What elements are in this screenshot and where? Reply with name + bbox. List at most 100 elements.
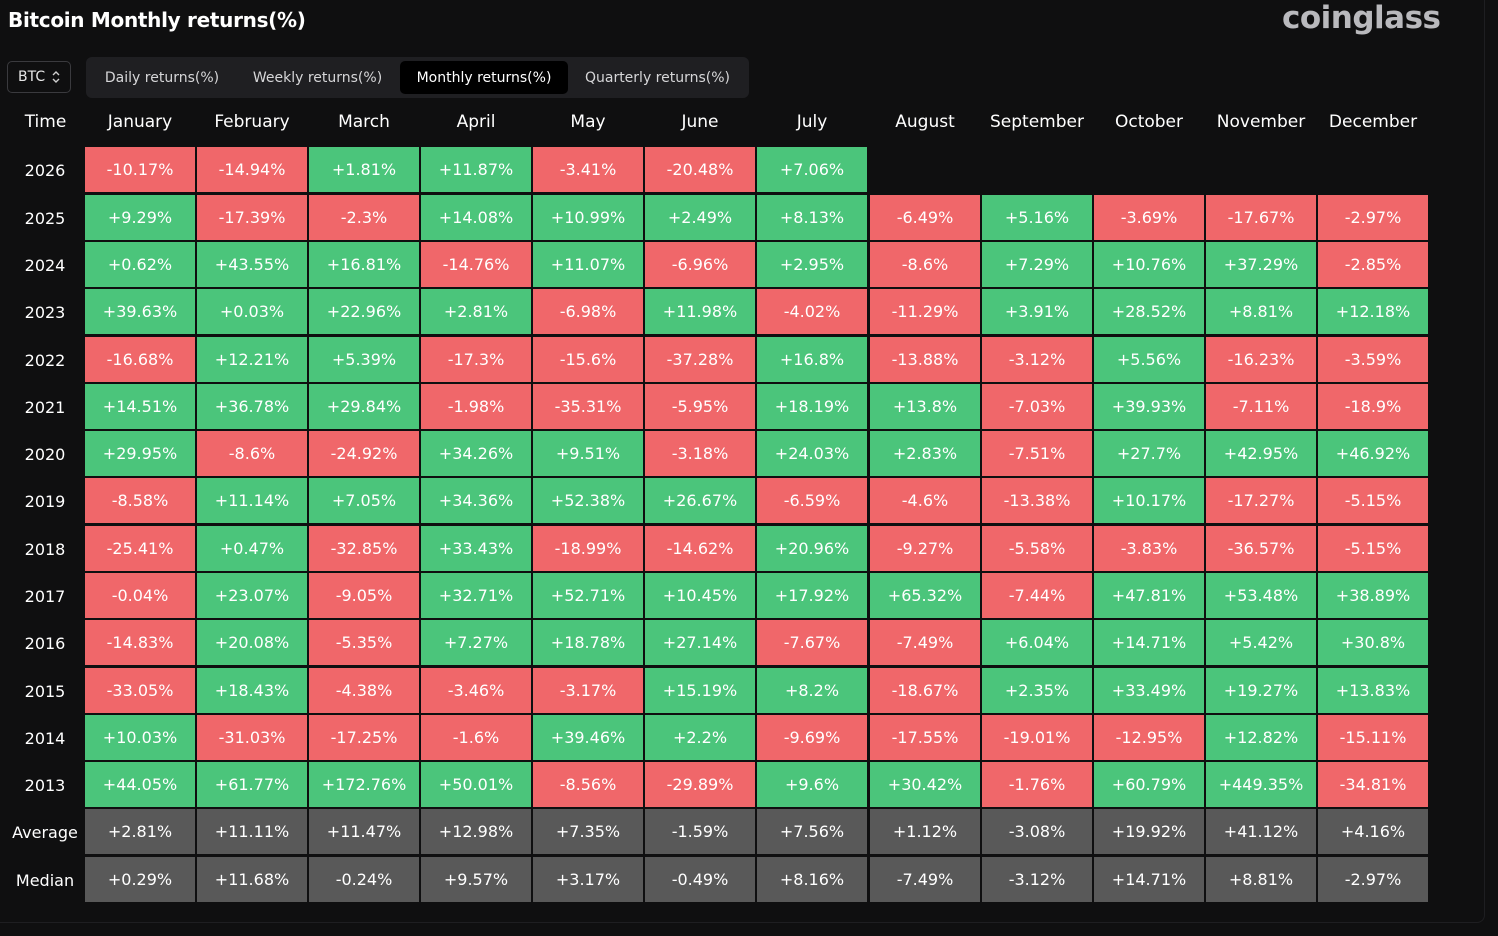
- return-cell: +36.78%: [197, 384, 307, 429]
- summary-cell: +3.17%: [533, 857, 643, 902]
- summary-cell: -3.08%: [982, 809, 1092, 854]
- row-label-year: 2018: [24, 539, 66, 559]
- return-cell: -17.67%: [1206, 195, 1316, 240]
- return-cell: -17.55%: [870, 715, 980, 760]
- column-header-time: Time: [24, 112, 67, 132]
- return-cell: +8.13%: [757, 195, 867, 240]
- summary-cell: -0.49%: [645, 857, 755, 902]
- return-cell: +5.39%: [309, 337, 419, 382]
- summary-cell: +14.71%: [1094, 857, 1204, 902]
- return-cell: -2.85%: [1318, 242, 1428, 287]
- return-cell: +7.27%: [421, 620, 531, 665]
- return-cell: -3.12%: [982, 337, 1092, 382]
- return-cell: +61.77%: [197, 762, 307, 807]
- return-cell: -16.23%: [1206, 337, 1316, 382]
- return-cell: -3.69%: [1094, 195, 1204, 240]
- return-cell: +30.8%: [1318, 620, 1428, 665]
- return-cell: -18.9%: [1318, 384, 1428, 429]
- return-cell: +16.81%: [309, 242, 419, 287]
- return-cell: -7.11%: [1206, 384, 1316, 429]
- row-label-year: 2026: [24, 160, 66, 180]
- column-header-october: October: [1114, 112, 1184, 132]
- return-cell: +10.45%: [645, 573, 755, 618]
- summary-cell: +4.16%: [1318, 809, 1428, 854]
- return-cell: +8.2%: [757, 668, 867, 713]
- return-cell: +11.14%: [197, 478, 307, 523]
- return-cell: +20.08%: [197, 620, 307, 665]
- return-cell: -1.98%: [421, 384, 531, 429]
- return-cell: -4.02%: [757, 289, 867, 334]
- return-cell: +12.82%: [1206, 715, 1316, 760]
- return-cell: +46.92%: [1318, 431, 1428, 476]
- return-cell: -13.38%: [982, 478, 1092, 523]
- tab-quarterly-returns[interactable]: Quarterly returns(%): [584, 69, 731, 86]
- return-cell: -5.35%: [309, 620, 419, 665]
- summary-cell: -0.24%: [309, 857, 419, 902]
- return-cell: -20.48%: [645, 147, 755, 192]
- row-label-year: 2016: [24, 633, 66, 653]
- return-cell: +53.48%: [1206, 573, 1316, 618]
- row-label-year: 2023: [24, 302, 66, 322]
- return-cell: +39.93%: [1094, 384, 1204, 429]
- row-label-year: 2014: [24, 728, 66, 748]
- summary-cell: +7.56%: [757, 809, 867, 854]
- return-cell: +50.01%: [421, 762, 531, 807]
- column-header-september: September: [990, 112, 1084, 132]
- summary-cell: +7.35%: [533, 809, 643, 854]
- return-cell: -19.01%: [982, 715, 1092, 760]
- summary-cell: +11.11%: [197, 809, 307, 854]
- return-cell: +9.6%: [757, 762, 867, 807]
- summary-cell: -2.97%: [1318, 857, 1428, 902]
- return-cell: -37.28%: [645, 337, 755, 382]
- return-cell: -5.15%: [1318, 478, 1428, 523]
- return-cell: +52.38%: [533, 478, 643, 523]
- return-cell: +10.76%: [1094, 242, 1204, 287]
- return-cell: -14.83%: [85, 620, 195, 665]
- chevron-up-down-icon: [52, 69, 60, 85]
- return-cell: +7.05%: [309, 478, 419, 523]
- return-cell: +18.78%: [533, 620, 643, 665]
- column-header-february: February: [214, 112, 290, 132]
- column-header-may: May: [570, 112, 606, 132]
- summary-cell: +1.12%: [870, 809, 980, 854]
- row-label-year: 2020: [24, 444, 66, 464]
- return-cell: +52.71%: [533, 573, 643, 618]
- return-cell: -6.98%: [533, 289, 643, 334]
- return-cell: +10.17%: [1094, 478, 1204, 523]
- return-cell: -24.92%: [309, 431, 419, 476]
- summary-cell: +8.16%: [757, 857, 867, 902]
- column-header-november: November: [1216, 112, 1306, 132]
- return-cell: +9.29%: [85, 195, 195, 240]
- asset-selector[interactable]: BTC: [7, 61, 71, 93]
- return-cell: -3.41%: [533, 147, 643, 192]
- summary-cell: -3.12%: [982, 857, 1092, 902]
- column-header-june: June: [681, 112, 719, 132]
- row-label-median: Median: [15, 870, 75, 890]
- return-cell: -1.76%: [982, 762, 1092, 807]
- tab-weekly-returns[interactable]: Weekly returns(%): [252, 69, 383, 86]
- return-cell: -5.95%: [645, 384, 755, 429]
- tab-monthly-returns[interactable]: Monthly returns(%): [400, 61, 568, 94]
- return-cell: -9.05%: [309, 573, 419, 618]
- return-cell: -6.59%: [757, 478, 867, 523]
- return-cell: -32.85%: [309, 526, 419, 571]
- return-cell: +32.71%: [421, 573, 531, 618]
- tab-daily-returns[interactable]: Daily returns(%): [104, 69, 220, 86]
- return-cell: +37.29%: [1206, 242, 1316, 287]
- return-cell: +34.36%: [421, 478, 531, 523]
- return-cell: +5.16%: [982, 195, 1092, 240]
- return-cell: +5.56%: [1094, 337, 1204, 382]
- row-label-year: 2021: [24, 397, 66, 417]
- return-cell: +23.07%: [197, 573, 307, 618]
- return-cell: +3.91%: [982, 289, 1092, 334]
- asset-selector-value: BTC: [18, 69, 46, 85]
- return-cell: +8.81%: [1206, 289, 1316, 334]
- column-header-april: April: [456, 112, 496, 132]
- return-cell: +7.29%: [982, 242, 1092, 287]
- return-cell: +26.67%: [645, 478, 755, 523]
- return-cell: -14.62%: [645, 526, 755, 571]
- summary-cell: +9.57%: [421, 857, 531, 902]
- return-cell: -17.3%: [421, 337, 531, 382]
- column-header-march: March: [338, 112, 390, 132]
- summary-cell: +2.81%: [85, 809, 195, 854]
